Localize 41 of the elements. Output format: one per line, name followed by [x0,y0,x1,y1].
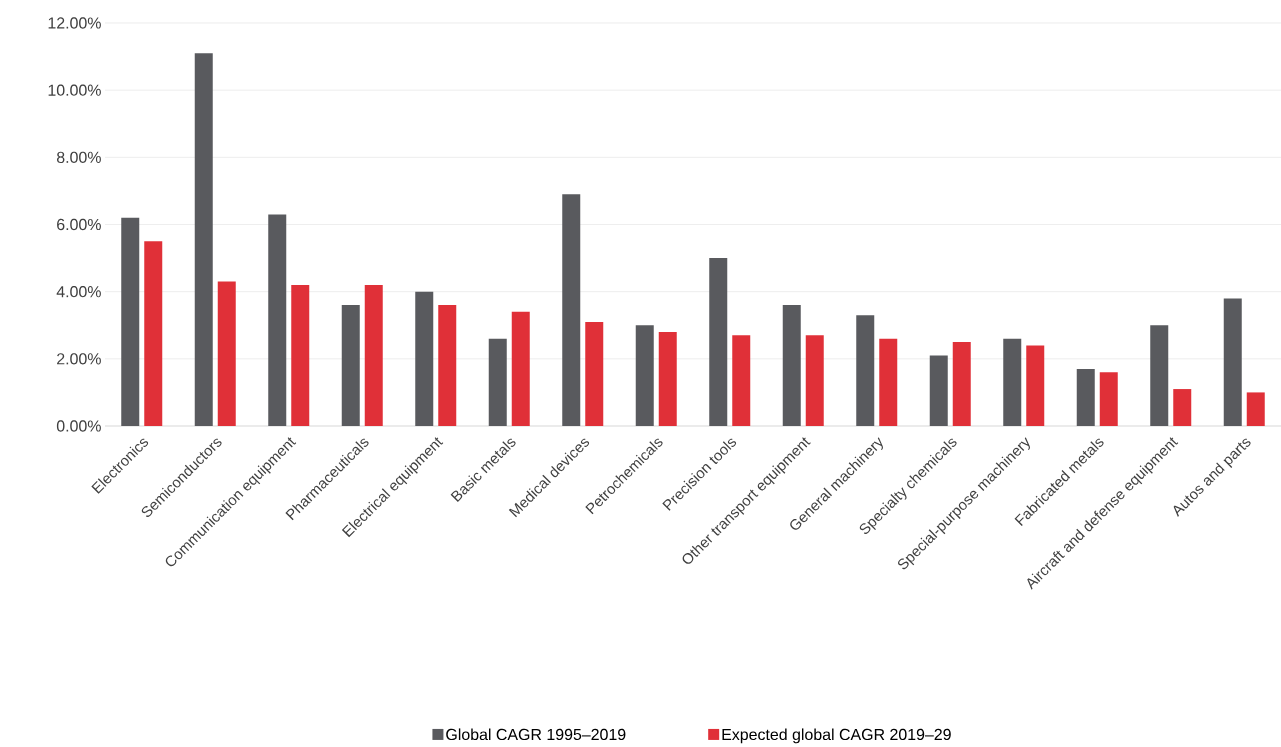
bar [268,214,287,426]
y-tick-label: 8.00% [56,151,101,163]
bar [121,217,140,426]
y-tick-label: 10.00% [48,84,101,96]
bar [217,281,236,426]
bar [1076,368,1095,426]
bar [1173,389,1192,426]
bar [879,338,898,426]
bar [805,335,824,426]
bar [562,194,581,426]
bar [856,315,875,426]
bar [1150,325,1169,426]
bar [1099,372,1118,426]
bar [488,338,507,426]
bar [364,284,383,426]
bar [585,321,604,426]
y-tick-label: 0.00% [56,420,101,432]
bar [952,342,971,426]
bar [635,325,654,426]
bar [341,305,360,426]
bar [658,331,677,426]
y-tick-label: 4.00% [56,286,101,298]
legend-label: Global CAGR 1995–2019 [446,728,626,741]
bar [511,311,530,426]
y-tick-label: 6.00% [57,218,101,231]
bar [732,335,751,426]
bar [1003,338,1022,426]
legend-label: Expected global CAGR 2019–29 [722,728,951,744]
bar [438,305,457,426]
bar [709,258,728,426]
bar [194,53,213,426]
bar [929,355,948,426]
y-tick-label: 2.00% [57,353,101,365]
bar [1223,298,1242,426]
bar [291,284,310,426]
bar [1246,392,1265,426]
bar [144,241,163,426]
bar [1026,345,1045,426]
y-tick-label: 12.00% [48,17,101,29]
bar [782,305,801,426]
bar [415,291,434,426]
